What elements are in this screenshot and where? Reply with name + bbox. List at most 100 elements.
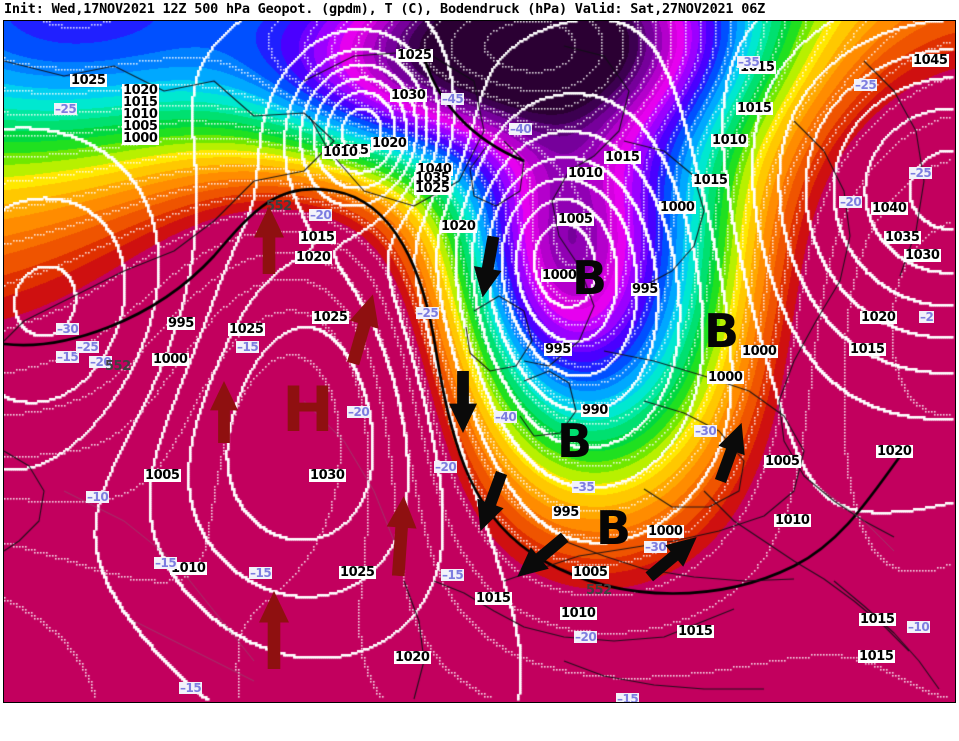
pressure-contour-label: 1040 bbox=[871, 201, 908, 216]
pressure-contour-label: 1015 bbox=[736, 101, 773, 116]
isotherm-label: –20 bbox=[347, 405, 371, 419]
pressure-contour-label: 990 bbox=[581, 403, 609, 418]
pressure-contour-label: 1020 bbox=[394, 650, 431, 665]
isotherm-label: –15 bbox=[154, 556, 178, 570]
pressure-contour-label: 1025 bbox=[414, 181, 451, 196]
pressure-contour-label: 1035 bbox=[884, 230, 921, 245]
isotherm-label: –15 bbox=[441, 568, 465, 582]
pressure-contour-label: 1010 bbox=[170, 561, 207, 576]
isotherm-label: –40 bbox=[494, 410, 518, 424]
isotherm-label: –15 bbox=[249, 566, 273, 580]
high-pressure-symbol: H bbox=[282, 373, 334, 446]
pressure-contour-label: 1000 bbox=[152, 352, 189, 367]
isotherm-label: –35 bbox=[737, 55, 761, 69]
pressure-contour-label: 1000 bbox=[541, 268, 578, 283]
pressure-contour-label: 1015 bbox=[475, 591, 512, 606]
chart-header: Init: Wed,17NOV2021 12Z 500 hPa Geopot. … bbox=[0, 0, 959, 20]
pressure-contour-label: 995 bbox=[631, 282, 659, 297]
isotherm-label: –10 bbox=[86, 490, 110, 504]
isotherm-label: –15 bbox=[179, 681, 203, 695]
pressure-contour-label: 1015 bbox=[859, 612, 896, 627]
isotherm-label: –40 bbox=[509, 122, 533, 136]
isotherm-label: –45 bbox=[441, 92, 465, 106]
pressure-contour-label: 995 bbox=[544, 342, 572, 357]
warm-advection-arrow-5 bbox=[259, 591, 289, 669]
low-pressure-symbol: B bbox=[596, 501, 632, 555]
chart-footer: Data: GFS OPER 0.250° WWW.WETTERZENTRALE… bbox=[0, 704, 959, 741]
isotherm-label: –30 bbox=[56, 322, 80, 336]
pressure-contour-label: 1020 bbox=[371, 136, 408, 151]
pressure-contour-label: 1030 bbox=[309, 468, 346, 483]
pressure-contour-label: 1020 bbox=[295, 250, 332, 265]
pressure-contour-label: 1035 bbox=[414, 171, 451, 186]
isotherm-label: –20 bbox=[839, 195, 863, 209]
pressure-contour-label: 995 bbox=[552, 505, 580, 520]
isotherm-label: –20 bbox=[574, 630, 598, 644]
cold-advection-arrow-2 bbox=[449, 371, 477, 433]
warm-advection-arrow-1 bbox=[254, 206, 284, 274]
chart-header-text: Init: Wed,17NOV2021 12Z 500 hPa Geopot. … bbox=[4, 1, 766, 17]
low-pressure-symbol: B bbox=[704, 304, 740, 358]
warm-advection-arrow-4 bbox=[383, 495, 419, 577]
isotherm-label: –30 bbox=[694, 424, 718, 438]
pressure-contour-label: 1020 bbox=[440, 219, 477, 234]
pressure-contour-label: 1015 bbox=[858, 649, 895, 664]
pressure-contour-label: 1015 bbox=[299, 230, 336, 245]
pressure-contour-label: 1005 bbox=[122, 119, 159, 134]
low-pressure-symbol: B bbox=[557, 414, 593, 468]
pressure-contour-label: 1030 bbox=[904, 248, 941, 263]
isotherm-label: –25 bbox=[909, 166, 933, 180]
isotherm-label: –15 bbox=[236, 340, 260, 354]
pressure-contour-label: 1020 bbox=[122, 83, 159, 98]
isotherm-label: –25 bbox=[416, 306, 440, 320]
cold-advection-arrow-4 bbox=[508, 526, 573, 587]
pressure-contour-label: 1005 bbox=[764, 454, 801, 469]
isotherm-label: –20 bbox=[89, 355, 113, 369]
pressure-contour-label: 1025 bbox=[70, 73, 107, 88]
isotherm-label: –15 bbox=[56, 350, 80, 364]
pressure-contour-label: 1015 bbox=[604, 150, 641, 165]
weather-map[interactable]: 1025102010151010100510001025103010201015… bbox=[3, 20, 956, 703]
isotherm-label: –20 bbox=[434, 460, 458, 474]
pressure-contour-label: 1005 bbox=[572, 565, 609, 580]
inflow-arrow-1 bbox=[640, 526, 705, 587]
isotherm-label: –25 bbox=[854, 78, 878, 92]
pressure-contour-label: 1015 bbox=[677, 624, 714, 639]
pressure-contour-label: 1015 bbox=[849, 342, 886, 357]
pressure-contour-label: 1000 bbox=[659, 200, 696, 215]
pressure-contour-label: 1025 bbox=[312, 310, 349, 325]
isotherm-label: –25 bbox=[54, 102, 78, 116]
pressure-contour-label: 1010 bbox=[567, 166, 604, 181]
isotherm-label: –30 bbox=[644, 540, 668, 554]
isotherm-label: –10 bbox=[907, 620, 931, 634]
isotherm-label: –25 bbox=[76, 340, 100, 354]
pressure-contour-label: 1000 bbox=[707, 370, 744, 385]
pressure-contour-label: 1005 bbox=[557, 212, 594, 227]
pressure-contour-label: 1000 bbox=[122, 131, 159, 146]
pressure-contour-label: 1010 bbox=[322, 145, 359, 160]
geopotential-label: 552 bbox=[105, 359, 131, 374]
pressure-contour-label: 1020 bbox=[876, 444, 913, 459]
warm-advection-arrow-2 bbox=[339, 290, 388, 367]
low-pressure-symbol: B bbox=[572, 251, 608, 305]
isotherm-label: –2 bbox=[919, 310, 935, 324]
pressure-contour-label: 1025 bbox=[396, 48, 433, 63]
geopotential-label: 552 bbox=[586, 583, 612, 598]
cold-advection-arrow-3 bbox=[467, 468, 515, 536]
pressure-contour-label: 1010 bbox=[122, 107, 159, 122]
pressure-contour-label: 1045 bbox=[912, 53, 949, 68]
geopotential-label: 552 bbox=[266, 199, 292, 214]
pressure-contour-label: 1005 bbox=[144, 468, 181, 483]
pressure-contour-label: 1020 bbox=[860, 310, 897, 325]
pressure-contour-label: 1010 bbox=[711, 133, 748, 148]
isotherm-label: –15 bbox=[616, 692, 640, 703]
inflow-arrow-2 bbox=[707, 418, 755, 486]
pressure-contour-label: 1025 bbox=[339, 565, 376, 580]
pressure-contour-label: 1015 bbox=[122, 95, 159, 110]
warm-advection-arrow-3 bbox=[210, 381, 238, 443]
isotherm-label: –20 bbox=[309, 208, 333, 222]
pressure-contour-label: 1010 bbox=[774, 513, 811, 528]
cold-advection-arrow-1 bbox=[469, 234, 507, 300]
pressure-contour-label: 1015 bbox=[692, 173, 729, 188]
